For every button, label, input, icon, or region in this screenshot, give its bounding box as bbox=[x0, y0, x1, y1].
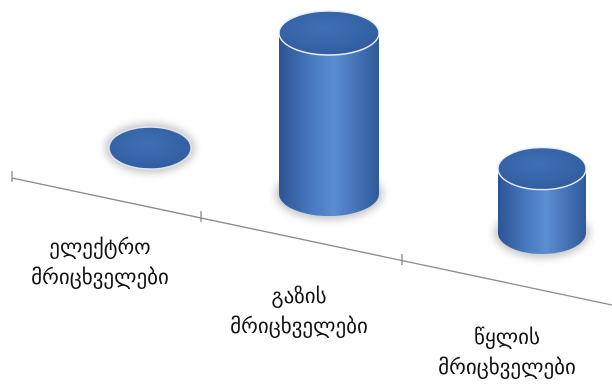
category-label-1: გაზის მრიცხველები bbox=[214, 281, 384, 341]
bar-2 bbox=[494, 146, 590, 258]
bar-body bbox=[279, 33, 379, 216]
category-label-2-line2: მრიცხველები bbox=[438, 355, 576, 379]
bar-body bbox=[498, 168, 586, 254]
category-label-0-line1: ელექტრო bbox=[49, 235, 151, 259]
category-label-2-line1: წყლის bbox=[474, 325, 540, 349]
bar-1 bbox=[275, 10, 383, 220]
category-label-1-line1: გაზის bbox=[271, 284, 327, 308]
bar-top-cap bbox=[108, 126, 192, 170]
bar-top-cap bbox=[497, 146, 587, 191]
category-label-1-line2: მრიცხველები bbox=[230, 314, 368, 338]
category-label-2: წყლის მრიცხველები bbox=[422, 322, 592, 382]
category-label-0-line2: მრიცხველები bbox=[31, 265, 169, 289]
category-label-0: ელექტრო მრიცხველები bbox=[15, 232, 185, 292]
bar-top-cap bbox=[278, 10, 380, 56]
x-axis-line bbox=[11, 177, 612, 306]
bar-0 bbox=[105, 123, 195, 173]
